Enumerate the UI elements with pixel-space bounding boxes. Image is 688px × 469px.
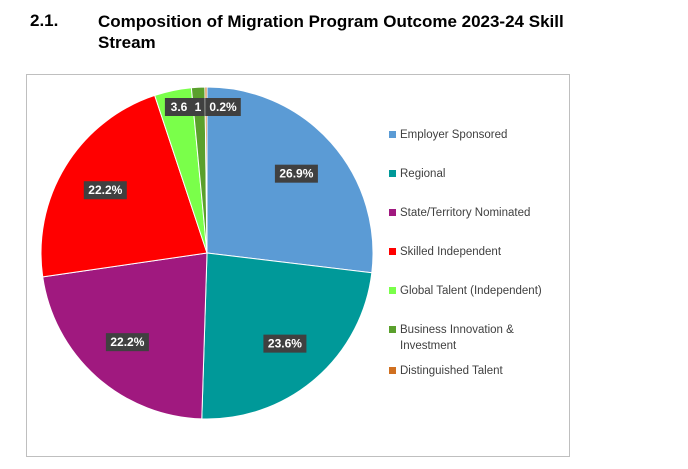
legend-swatch-4	[389, 287, 396, 294]
section-number: 2.1.	[30, 11, 59, 30]
legend-swatch-2	[389, 209, 396, 216]
legend-swatch-0	[389, 131, 396, 138]
data-label-text-4: 3.6	[171, 100, 188, 114]
legend-label-3: Skilled Independent	[400, 246, 502, 258]
pie-chart: 26.9% 23.6% 22.2% 22.2% 3.6 1 0.2%	[40, 86, 374, 420]
data-label-box-4	[164, 98, 194, 116]
data-label-box-3	[83, 181, 127, 200]
chart-frame: 26.9% 23.6% 22.2% 22.2% 3.6 1 0.2% Employer Sp…	[26, 74, 570, 457]
legend-label-0: Employer Sponsored	[400, 129, 508, 141]
legend-label-2: State/Territory Nominated	[400, 207, 531, 219]
data-label-text-3: 22.2%	[88, 183, 122, 197]
data-label-1: 23.6%	[263, 334, 307, 353]
legend-swatch-1	[389, 170, 396, 177]
data-label-text-5: 1	[195, 100, 202, 114]
data-label-text-0: 26.9%	[279, 167, 313, 181]
legend-swatch-5	[389, 326, 396, 333]
data-label-4: 3.6	[164, 98, 194, 116]
legend-label-5: Business Innovation & Investment	[400, 324, 514, 352]
data-label-box-6	[205, 98, 241, 116]
data-label-box-5	[191, 98, 205, 116]
legend-swatch-6	[389, 367, 396, 374]
pie-slice-6	[204, 86, 208, 254]
legend-swatch-3	[389, 248, 396, 255]
data-label-box-2	[105, 333, 149, 352]
section-title: Composition of Migration Program Outcome…	[98, 12, 564, 52]
data-label-text-2: 22.2%	[110, 335, 144, 349]
data-label-box-1	[263, 334, 307, 353]
data-label-text-1: 23.6%	[268, 337, 302, 351]
data-label-6: 0.2%	[205, 98, 241, 116]
data-label-box-0	[274, 164, 318, 183]
data-label-0: 26.9%	[274, 164, 318, 183]
data-label-text-6: 0.2%	[209, 100, 237, 114]
data-label-3: 22.2%	[83, 181, 127, 200]
data-label-2: 22.2%	[105, 333, 149, 352]
legend-label-1: Regional	[400, 168, 446, 180]
legend-label-6: Distinguished Talent	[400, 365, 503, 377]
data-label-5: 1	[191, 98, 205, 116]
legend-label-4: Global Talent (Independent)	[400, 285, 542, 297]
